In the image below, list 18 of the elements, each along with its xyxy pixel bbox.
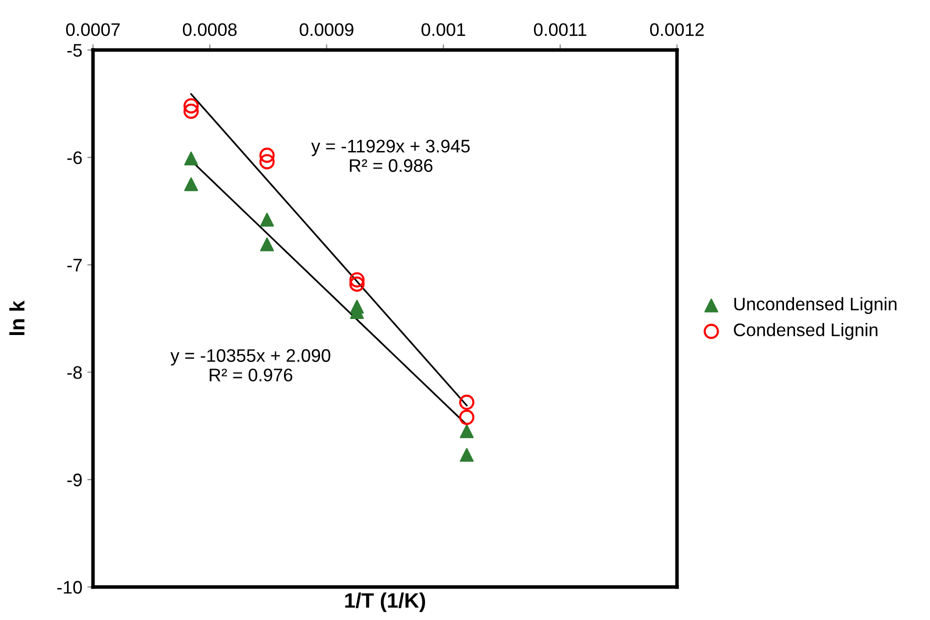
y-tick-label: -7 [67, 258, 82, 272]
y-tick-label: -5 [67, 44, 82, 57]
annotation: y = -11929x + 3.945 R² = 0.986 [311, 140, 470, 172]
y-tick-label: -10 [57, 580, 82, 594]
annotation: y = -10355x + 2.090 R² = 0.976 [170, 349, 330, 382]
y-axis-title: ln k [9, 300, 24, 335]
x-tick-label: 0.0012 [650, 23, 704, 36]
legend-label: Uncondensed Lignin [734, 297, 896, 314]
legend-label: Condensed Lignin [734, 323, 878, 340]
y-tick-label: -8 [67, 366, 82, 379]
x-tick-label: 0.0008 [182, 23, 237, 36]
y-tick-label: -6 [67, 151, 82, 164]
x-tick-label: 0.001 [422, 23, 466, 36]
x-tick-label: 0.0011 [534, 23, 586, 36]
y-tick-label: -9 [67, 474, 82, 486]
x-tick-label: 0.0009 [300, 23, 354, 36]
x-tick-label: 0.0007 [66, 23, 120, 36]
x-axis-title: 1/T (1/K) [345, 592, 426, 612]
